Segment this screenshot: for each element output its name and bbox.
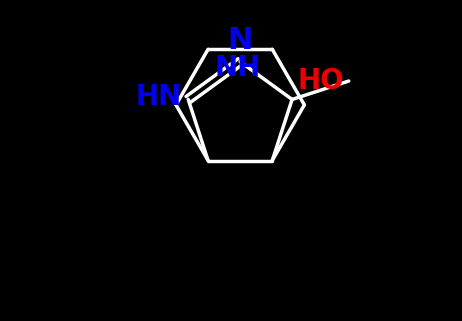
Text: NH: NH — [215, 54, 261, 82]
Text: HO: HO — [298, 67, 344, 95]
Text: HN: HN — [135, 83, 182, 111]
Text: N: N — [227, 26, 253, 55]
